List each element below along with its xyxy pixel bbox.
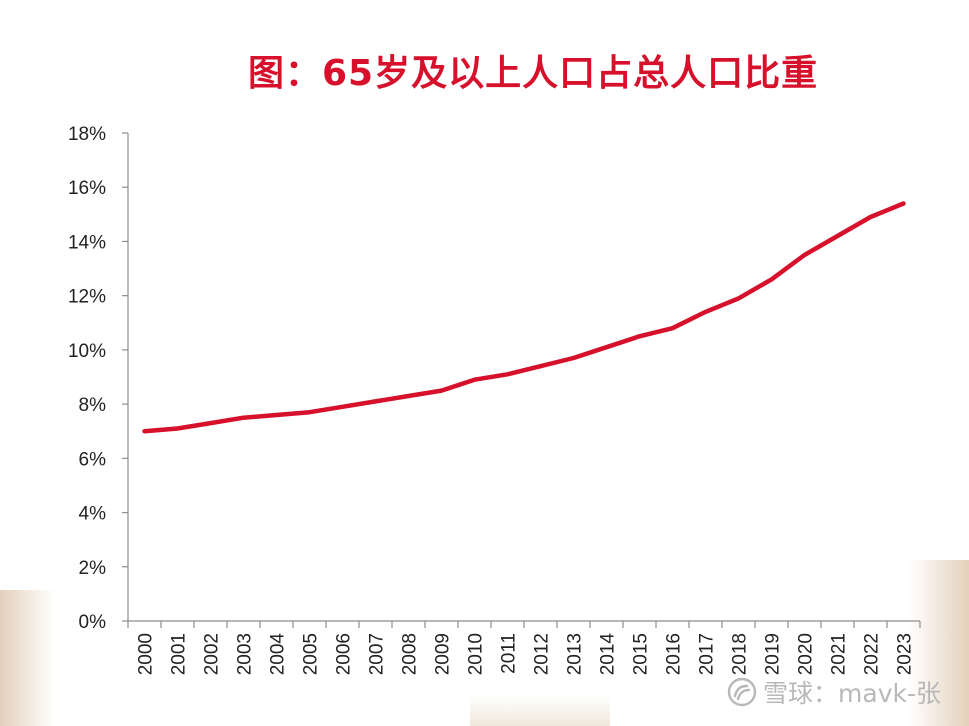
x-tick-label: 2017 [697,633,718,675]
chart-title: 图：65岁及以上人口占总人口比重 [248,53,819,94]
x-tick-label: 2019 [763,633,784,675]
snowball-logo-icon [727,677,757,707]
x-tick-label: 2013 [565,633,586,675]
y-tick-label: 16% [68,178,106,199]
x-tick-label: 2015 [631,633,652,675]
y-tick-label: 10% [68,341,106,362]
x-tick-label: 2010 [466,633,487,675]
y-tick-label: 2% [79,558,107,579]
y-tick-label: 12% [68,287,106,308]
x-tick-label: 2001 [169,633,190,675]
x-tick-label: 2006 [334,633,355,675]
y-tick-label: 0% [79,612,107,633]
x-tick-label: 2003 [235,633,256,675]
x-tick-label: 2009 [433,633,454,675]
x-tick-label: 2012 [532,633,553,675]
x-tick-label: 2004 [268,633,289,676]
chart-axes [127,133,920,622]
x-tick-label: 2005 [301,633,322,675]
x-tick-label: 2002 [202,633,223,675]
x-axis-ticks: 2000 2001 2002 2003 2004 2005 2006 2007 2008 2009… [127,621,921,676]
y-axis-ticks: 0% 2% 4% 6% 8% 10% 12% 14% 16% 18% [68,124,128,633]
x-tick-label: 2022 [862,633,883,675]
x-tick-label: 2023 [895,633,916,675]
x-tick-label: 2008 [400,633,421,675]
x-tick-label: 2021 [829,633,850,675]
y-tick-label: 6% [79,449,107,470]
x-tick-label: 2018 [730,633,751,675]
series-line [142,201,906,434]
x-tick-label: 2000 [136,633,157,675]
watermark-text: 雪球：mavk-张 [763,679,941,708]
y-tick-label: 4% [79,504,107,525]
x-tick-label: 2014 [598,633,619,676]
x-tick-label: 2020 [796,633,817,675]
watermark: 雪球：mavk-张 [727,674,941,710]
x-tick-label: 2011 [499,633,520,674]
chart-series [142,201,906,434]
y-tick-label: 18% [68,124,106,145]
y-tick-label: 8% [79,395,107,416]
x-tick-label: 2007 [367,633,388,675]
x-tick-label: 2016 [664,633,685,675]
y-tick-label: 14% [68,232,106,253]
